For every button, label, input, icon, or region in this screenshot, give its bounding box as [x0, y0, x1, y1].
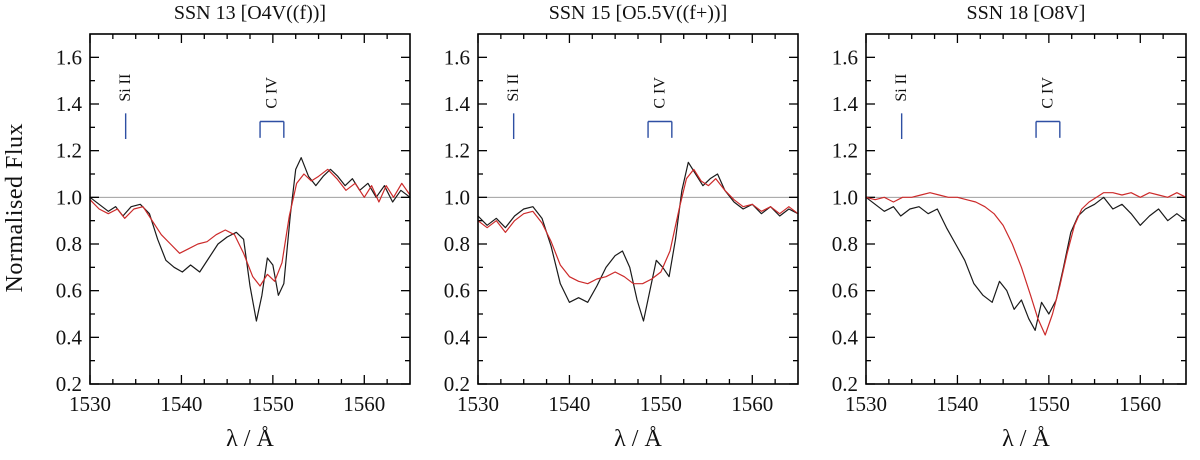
spectrum-red-line [477, 168, 799, 285]
y-tick-label: 1.6 [832, 45, 858, 69]
x-tick-label: 1530 [845, 392, 887, 416]
y-tick-label: 1.4 [56, 92, 83, 116]
spectrum-plot-ssn15: 1530 1540 1550 1560 0.2 0.4 0.6 0.8 1.0 1.2 1.4 1.6… [444, 33, 799, 416]
y-tick-label: 1.0 [56, 185, 82, 209]
spectrum-red-line [865, 192, 1187, 336]
x-tick-label: 1560 [731, 392, 773, 416]
y-tick-label: 1.4 [444, 92, 471, 116]
x-tick-label: 1540 [936, 392, 978, 416]
panel-title-ssn18: SSN 18 [O8V] [966, 2, 1086, 24]
y-tick-label: 0.6 [444, 279, 470, 303]
y-tick-label: 0.8 [832, 232, 858, 256]
x-tick-label: 1550 [640, 392, 682, 416]
y-tick-label: 0.8 [56, 232, 82, 256]
line-id-annotations: Si II C IV [505, 74, 673, 139]
x-tick-label: 1540 [160, 392, 202, 416]
axis-ticks [865, 34, 1186, 385]
spectrum-black-line [89, 157, 411, 322]
x-axis-title-ssn18: λ / Å [1002, 426, 1050, 452]
x-tick-label: 1530 [69, 392, 111, 416]
panel-title-ssn15: SSN 15 [O5.5V((f+))] [548, 2, 728, 24]
axis-tick-labels: 1530 1540 1550 1560 0.2 0.4 0.6 0.8 1.0 1.2 1.4 1.6 [56, 45, 386, 416]
x-tick-label: 1540 [548, 392, 590, 416]
y-tick-label: 0.2 [56, 372, 82, 396]
spectrum-black-line [477, 161, 799, 322]
y-tick-label: 1.4 [832, 92, 859, 116]
y-tick-label: 0.4 [444, 325, 471, 349]
y-axis-title-wrap: Normalised Flux [0, 0, 30, 460]
axis-ticks [89, 34, 410, 385]
y-tick-label: 1.2 [444, 139, 470, 163]
y-tick-label: 0.4 [56, 325, 83, 349]
spectrum-plot-ssn13: 1530 1540 1550 1560 0.2 0.4 0.6 0.8 1.0 1.2 1.4 1.6… [56, 33, 411, 416]
annotation-label-cIV: C IV [651, 77, 668, 109]
y-tick-label: 1.6 [444, 45, 470, 69]
y-tick-label: 0.4 [832, 325, 859, 349]
x-tick-label: 1550 [1028, 392, 1070, 416]
plot-frame [865, 33, 1187, 385]
axis-tick-labels: 1530 1540 1550 1560 0.2 0.4 0.6 0.8 1.0 1.2 1.4 1.6 [444, 45, 774, 416]
annotation-label-siII: Si II [893, 74, 910, 102]
annotation-label-cIV: C IV [263, 77, 280, 109]
y-tick-label: 1.2 [832, 139, 858, 163]
panel-ssn15: SSN 15 [O5.5V((f+))] 1530 1540 1550 1560 0.2… [418, 0, 806, 460]
line-id-annotations: Si II C IV [893, 74, 1061, 139]
spectrum-plot-ssn18: 1530 1540 1550 1560 0.2 0.4 0.6 0.8 1.0 1.2 1.4 1.6… [832, 33, 1187, 416]
axis-ticks [477, 34, 798, 385]
x-axis-title-ssn13: λ / Å [226, 426, 274, 452]
y-tick-label: 1.0 [444, 185, 470, 209]
panel-ssn13: SSN 13 [O4V((f))] 1530 1540 1550 1560 0.2 0.4… [30, 0, 418, 460]
plot-frame [89, 33, 411, 385]
annotation-label-siII: Si II [117, 74, 134, 102]
y-tick-label: 0.2 [444, 372, 470, 396]
x-tick-label: 1560 [1119, 392, 1161, 416]
annotation-label-siII: Si II [505, 74, 522, 102]
y-axis-title: Normalised Flux [1, 123, 28, 293]
y-tick-label: 0.2 [832, 372, 858, 396]
y-tick-label: 0.6 [56, 279, 82, 303]
x-tick-label: 1530 [457, 392, 499, 416]
spectrum-black-line [865, 196, 1187, 331]
y-tick-label: 1.2 [56, 139, 82, 163]
y-tick-label: 1.6 [56, 45, 82, 69]
line-id-annotations: Si II C IV [117, 74, 285, 139]
y-tick-label: 0.6 [832, 279, 858, 303]
annotation-label-cIV: C IV [1039, 77, 1056, 109]
x-tick-label: 1560 [343, 392, 385, 416]
panel-title-ssn13: SSN 13 [O4V((f))] [173, 2, 327, 24]
panel-ssn18: SSN 18 [O8V] 1530 1540 1550 1560 0.2 0.4 0.6 0.… [806, 0, 1194, 460]
y-tick-label: 1.0 [832, 185, 858, 209]
plot-frame [477, 33, 799, 385]
x-axis-title-ssn15: λ / Å [614, 426, 662, 452]
y-tick-label: 0.8 [444, 232, 470, 256]
axis-tick-labels: 1530 1540 1550 1560 0.2 0.4 0.6 0.8 1.0 1.2 1.4 1.6 [832, 45, 1162, 416]
spectrum-red-line [89, 168, 411, 287]
x-tick-label: 1550 [252, 392, 294, 416]
